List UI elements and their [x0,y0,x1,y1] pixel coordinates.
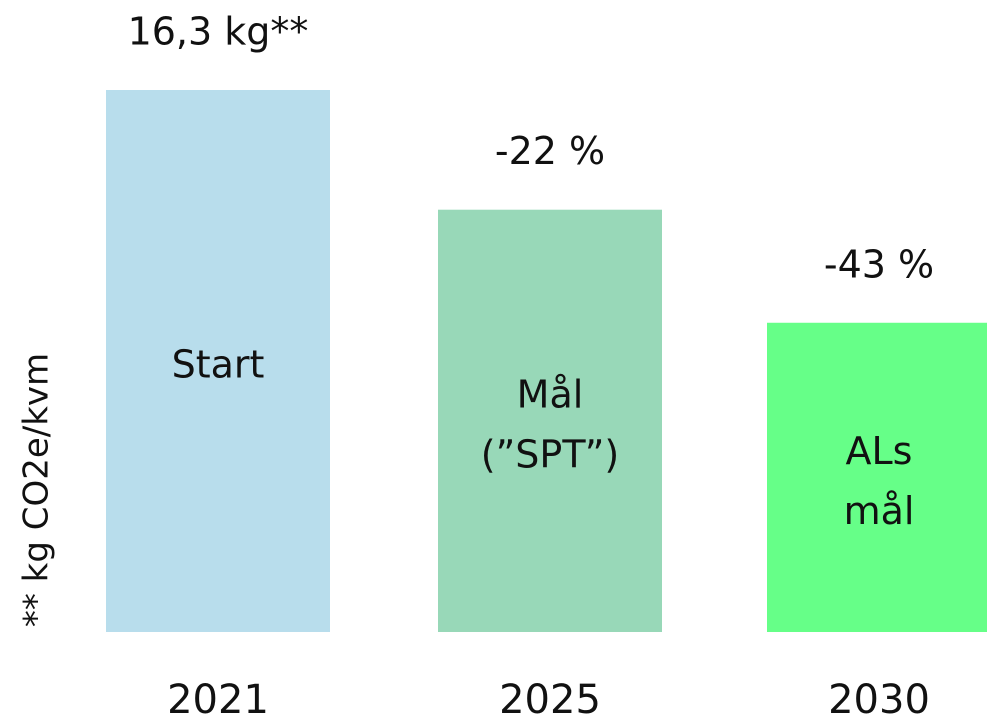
y-axis-label: ** kg CO2e/kvm [17,353,57,627]
bar [767,322,987,632]
bar [106,90,330,632]
x-tick-label: 2030 [828,677,930,723]
bar-label: (”SPT”) [481,432,619,476]
value-label: -22 % [495,129,605,173]
value-label: -43 % [824,242,934,286]
bar-label: mål [844,489,915,533]
bar [438,209,662,633]
x-tick-label: 2021 [167,677,269,723]
bar-label: ALs [846,429,913,473]
bar-label: Start [172,343,265,387]
value-label: 16,3 kg** [128,10,309,54]
x-tick-label: 2025 [499,677,601,723]
bar-label: Mål [517,372,584,416]
